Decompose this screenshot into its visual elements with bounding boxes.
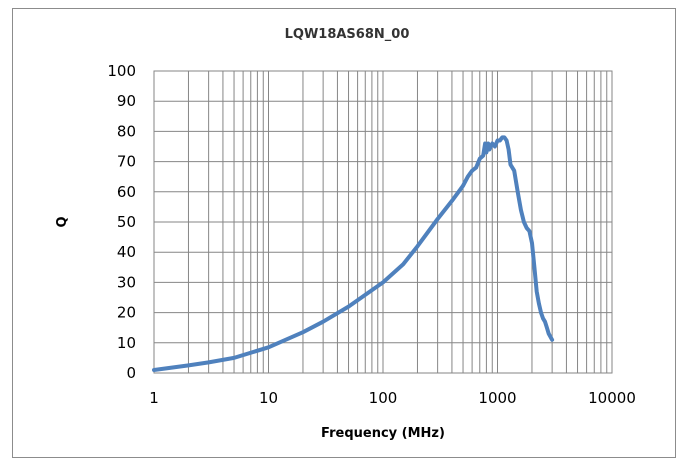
x-tick-label: 10000 (588, 389, 636, 407)
series-layer (152, 135, 555, 372)
chart-title: LQW18AS68N_00 (285, 27, 410, 42)
y-tick-label: 70 (117, 153, 136, 171)
grid-lines (154, 71, 612, 373)
y-tick-label: 80 (117, 122, 136, 140)
y-tick-label: 40 (117, 243, 136, 261)
y-tick-label: 0 (126, 364, 136, 382)
x-tick-label: 1 (149, 389, 159, 407)
y-axis-label: Q (55, 216, 70, 227)
x-tick-label: 100 (369, 389, 398, 407)
chart-svg: 1 10 100 1000 10000 0 10 20 30 40 50 60 70 80 90 100 LQ… (55, 27, 636, 441)
y-tick-label: 30 (117, 273, 136, 291)
chart-frame: 1 10 100 1000 10000 0 10 20 30 40 50 60 70 80 90 100 LQ… (12, 8, 676, 458)
x-tick-label: 10 (259, 389, 278, 407)
x-tick-label: 1000 (478, 389, 516, 407)
y-tick-label: 10 (117, 334, 136, 352)
x-axis-label: Frequency (MHz) (321, 426, 445, 441)
y-tick-label: 60 (117, 183, 136, 201)
y-tick-label: 100 (107, 62, 136, 80)
series-line (152, 135, 555, 372)
y-tick-label: 20 (117, 304, 136, 322)
tick-labels: 1 10 100 1000 10000 0 10 20 30 40 50 60 70 80 90 100 (107, 62, 636, 407)
y-tick-label: 90 (117, 92, 136, 110)
y-tick-label: 50 (117, 213, 136, 231)
